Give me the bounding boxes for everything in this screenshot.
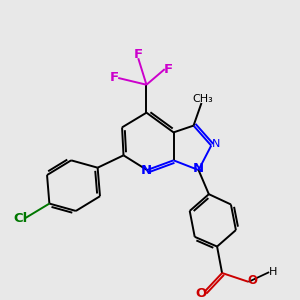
Text: N: N <box>193 162 204 175</box>
Text: F: F <box>110 71 119 85</box>
Text: O: O <box>247 274 257 287</box>
Text: F: F <box>134 48 143 61</box>
Text: CH₃: CH₃ <box>193 94 213 104</box>
Text: O: O <box>195 287 206 300</box>
Text: H: H <box>269 267 278 277</box>
Text: Cl: Cl <box>14 212 28 225</box>
Text: N: N <box>212 139 221 149</box>
Text: N: N <box>141 164 152 176</box>
Text: F: F <box>164 63 173 76</box>
